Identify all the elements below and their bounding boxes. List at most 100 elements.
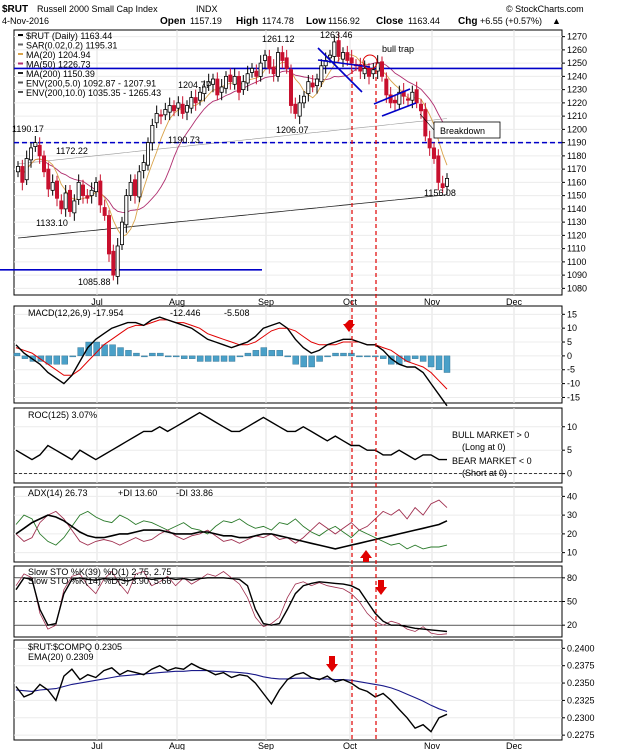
candle-body bbox=[115, 245, 120, 277]
high-value: 1174.78 bbox=[262, 16, 294, 26]
candle-body bbox=[184, 105, 189, 113]
red-arrow-icon bbox=[360, 550, 372, 562]
candle-body bbox=[444, 177, 449, 187]
legend-entry: MA(200) 1150.39 bbox=[26, 69, 95, 79]
month-label: Aug bbox=[169, 741, 185, 750]
macd-histogram-bar bbox=[85, 341, 92, 357]
candle-body bbox=[288, 69, 293, 106]
up-arrow-icon: ▲ bbox=[552, 16, 561, 26]
legend-entry: $RUT (Daily) 1163.44 bbox=[26, 31, 112, 41]
candle-body bbox=[392, 99, 397, 104]
y-tick-label: 0 bbox=[567, 469, 572, 479]
y-tick-label: -10 bbox=[567, 379, 580, 389]
candle-body bbox=[236, 75, 241, 93]
macd-legend: MACD(12,26,9) -17.954 bbox=[28, 308, 124, 318]
candle-body bbox=[94, 181, 99, 193]
candle-body bbox=[340, 52, 345, 60]
candle-body bbox=[423, 109, 428, 137]
macd-histogram-bar bbox=[419, 355, 427, 362]
y-tick-label: 20 bbox=[567, 529, 577, 539]
candle-body bbox=[436, 155, 441, 183]
roc-legend: ROC(125) 3.07% bbox=[28, 410, 97, 420]
candle-body bbox=[145, 142, 150, 166]
candle-body bbox=[50, 181, 55, 191]
bull-market-note: BULL MARKET > 0 bbox=[452, 430, 529, 440]
macd-histogram-bar bbox=[356, 355, 363, 358]
y-tick-label: 1240 bbox=[567, 71, 587, 81]
legend-swatch bbox=[18, 53, 23, 55]
candle-body bbox=[358, 64, 363, 72]
candle-body bbox=[89, 189, 94, 197]
macd-histogram-bar bbox=[21, 355, 29, 359]
breakdown-label: Breakdown bbox=[440, 126, 485, 136]
candle-body bbox=[284, 57, 289, 69]
y-tick-label: 10 bbox=[567, 422, 577, 432]
legend-swatch bbox=[18, 34, 23, 36]
panel-frame-5 bbox=[13, 639, 563, 741]
trendline bbox=[381, 102, 417, 117]
legend-entry: MA(20) 1204.94 bbox=[26, 50, 91, 60]
macd-histogram-bar bbox=[252, 350, 260, 357]
candle-body bbox=[28, 147, 33, 161]
candle-body bbox=[141, 162, 146, 171]
candle-body bbox=[154, 113, 159, 124]
candle-body bbox=[120, 221, 125, 246]
candle-body bbox=[319, 65, 324, 83]
y-tick-label: 5 bbox=[567, 337, 572, 347]
month-label: Jul bbox=[91, 741, 103, 750]
macd-histogram-bar bbox=[340, 352, 347, 357]
candle-body bbox=[371, 69, 376, 75]
macd-histogram-bar bbox=[427, 355, 435, 368]
macd-histogram-bar bbox=[173, 355, 180, 358]
y-tick-label: 30 bbox=[567, 510, 577, 520]
legend-entry: ENV(200,5.0) 1092.87 - 1207.91 bbox=[26, 79, 156, 89]
candle-body bbox=[24, 158, 29, 181]
y-tick-label: 0.2275 bbox=[567, 730, 595, 740]
chg-value: +6.55 (+0.57%) bbox=[480, 16, 542, 26]
macd-histogram-bar bbox=[53, 355, 61, 365]
macd-histogram-bar bbox=[324, 355, 331, 358]
ratio-line bbox=[15, 662, 448, 733]
candle-body bbox=[158, 114, 163, 117]
y-tick-label: 1260 bbox=[567, 45, 587, 55]
candle-body bbox=[215, 78, 220, 96]
bull-trap-label: bull trap bbox=[382, 44, 414, 54]
ma50-line bbox=[17, 61, 448, 213]
candle-body bbox=[414, 89, 419, 104]
high-label: High bbox=[236, 16, 258, 27]
macd-histogram-bar bbox=[61, 355, 68, 365]
macd-histogram-bar bbox=[244, 352, 252, 357]
minus-di-line bbox=[15, 499, 448, 546]
candle-body bbox=[366, 68, 371, 77]
candle-body bbox=[241, 81, 246, 91]
chg-label: Chg bbox=[458, 16, 477, 27]
candle-body bbox=[42, 155, 47, 173]
candle-body bbox=[72, 200, 77, 214]
macd-histogram-bar bbox=[196, 355, 204, 362]
candle-body bbox=[102, 207, 107, 216]
candle-body bbox=[245, 73, 250, 84]
candle-body bbox=[37, 144, 42, 157]
exchange: INDX bbox=[196, 4, 218, 14]
y-tick-label: 1160 bbox=[567, 177, 586, 187]
candle-body bbox=[98, 180, 103, 206]
y-tick-label: 1170 bbox=[567, 164, 586, 174]
credit: © StockCharts.com bbox=[506, 4, 584, 14]
bear-market-subnote: (Short at 0) bbox=[462, 468, 507, 478]
macd-histogram-bar bbox=[212, 355, 220, 362]
candle-body bbox=[410, 91, 415, 101]
sto-k39-line bbox=[15, 577, 448, 633]
sto-legend-1: Slow STO %K(39) %D(1) 2.75, 2.75 bbox=[28, 567, 171, 577]
low-value: 1156.92 bbox=[328, 16, 360, 26]
y-tick-label: 0.2300 bbox=[567, 713, 595, 723]
macd-histogram-bar bbox=[228, 355, 236, 362]
candle-body bbox=[345, 52, 350, 61]
macd-histogram-bar bbox=[316, 355, 323, 362]
macd-histogram-bar bbox=[292, 355, 299, 365]
y-tick-label: 20 bbox=[567, 620, 577, 630]
y-tick-label: 10 bbox=[567, 548, 577, 558]
macd-histogram-bar bbox=[204, 355, 212, 362]
candle-body bbox=[128, 181, 133, 197]
trendline bbox=[317, 59, 371, 68]
